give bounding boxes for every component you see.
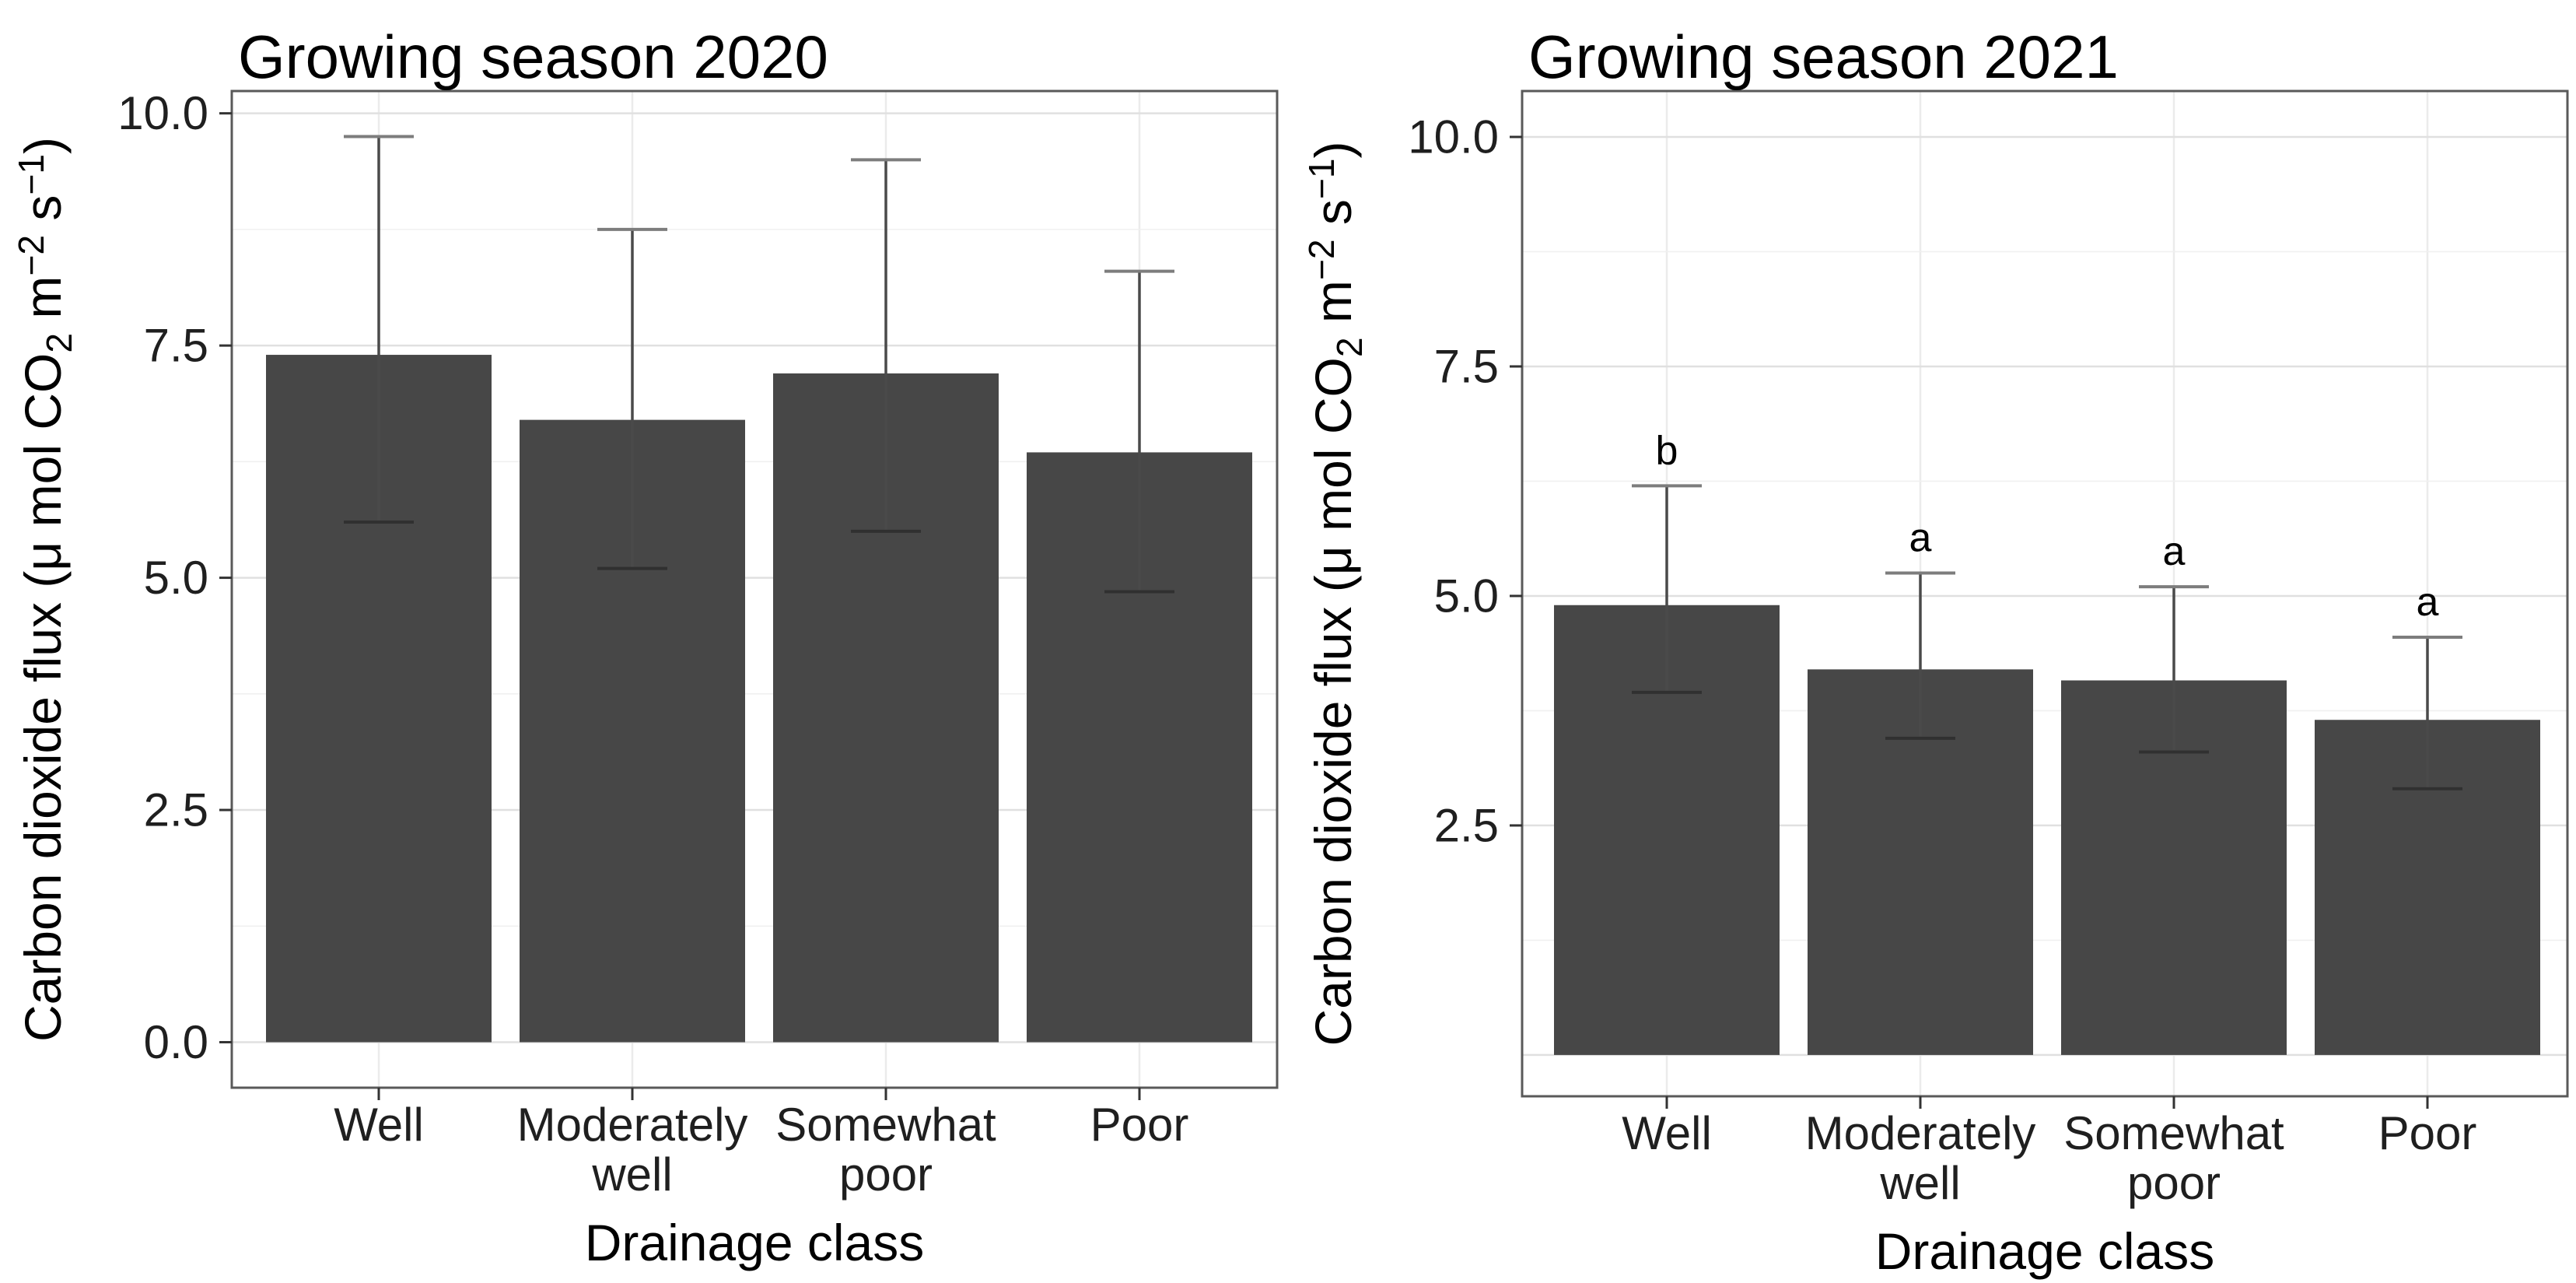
y-axis-title-segment: Carbon dioxide flux (μ mol CO: [14, 353, 72, 1042]
x-tick-label-somewhat-poor-line2: poor: [2127, 1157, 2221, 1209]
x-tick-label-moderately-well-line1: Moderately: [1805, 1107, 2036, 1159]
y-tick-label-2.5: 2.5: [1434, 799, 1499, 851]
sig-letter-well: b: [1656, 428, 1678, 473]
y-axis-title-sup-segment: −1: [11, 154, 51, 195]
y-tick-label-2.5: 2.5: [144, 783, 208, 836]
x-tick-label-poor: Poor: [1090, 1099, 1189, 1151]
x-axis-title: Drainage class: [585, 1214, 925, 1271]
y-axis-title-segment: s: [14, 195, 72, 235]
y-tick-label-5.0: 5.0: [1434, 570, 1499, 622]
x-tick-label-poor: Poor: [2378, 1107, 2477, 1159]
y-axis-title-sup-segment: −2: [1301, 239, 1342, 280]
y-axis-title-segment: m: [14, 276, 72, 333]
y-axis-title: Carbon dioxide flux (μ mol CO2 m−2 s−1): [11, 137, 79, 1042]
y-tick-label-10.0: 10.0: [117, 87, 208, 139]
sig-letter-poor: a: [2417, 580, 2439, 625]
y-axis-title-segment: s: [1304, 199, 1362, 239]
panel-border: [1521, 89, 2569, 1098]
y-axis-title-segment: ): [14, 137, 72, 154]
y-axis-title-sub-segment: 2: [1329, 337, 1370, 357]
panel-border: [230, 89, 1279, 1089]
y-tick-label-10.0: 10.0: [1408, 110, 1499, 163]
chart-title: Growing season 2020: [238, 23, 828, 91]
x-tick-label-well: Well: [1622, 1107, 1712, 1159]
sig-letter-moderately-well: a: [1909, 515, 1932, 560]
y-tick-label-7.5: 7.5: [1434, 340, 1499, 392]
x-tick-label-moderately-well-line1: Moderately: [517, 1099, 748, 1151]
x-tick-label-somewhat-poor-line2: poor: [839, 1148, 933, 1201]
y-axis-title-sup-segment: −1: [1301, 158, 1342, 199]
chart-title: Growing season 2021: [1528, 23, 2119, 91]
x-tick-label-well: Well: [334, 1099, 424, 1151]
x-tick-label-moderately-well-line2: well: [591, 1148, 672, 1201]
sig-letter-somewhat-poor: a: [2163, 529, 2186, 574]
y-axis-title-segment: ): [1304, 141, 1362, 158]
y-axis-title-segment: Carbon dioxide flux (μ mol CO: [1304, 357, 1362, 1046]
x-tick-label-somewhat-poor-line1: Somewhat: [775, 1099, 996, 1151]
y-tick-label-0.0: 0.0: [144, 1016, 208, 1068]
y-tick-label-5.0: 5.0: [144, 552, 208, 604]
x-axis-title: Drainage class: [1875, 1222, 2215, 1280]
y-axis-title-segment: m: [1304, 280, 1362, 337]
y-axis-title-sup-segment: −2: [11, 235, 51, 276]
x-tick-label-moderately-well-line2: well: [1879, 1157, 1960, 1209]
x-tick-label-somewhat-poor-line1: Somewhat: [2063, 1107, 2284, 1159]
y-axis-title-sub-segment: 2: [39, 333, 79, 353]
y-tick-label-7.5: 7.5: [144, 320, 208, 372]
y-axis-title: Carbon dioxide flux (μ mol CO2 m−2 s−1): [1301, 141, 1370, 1046]
